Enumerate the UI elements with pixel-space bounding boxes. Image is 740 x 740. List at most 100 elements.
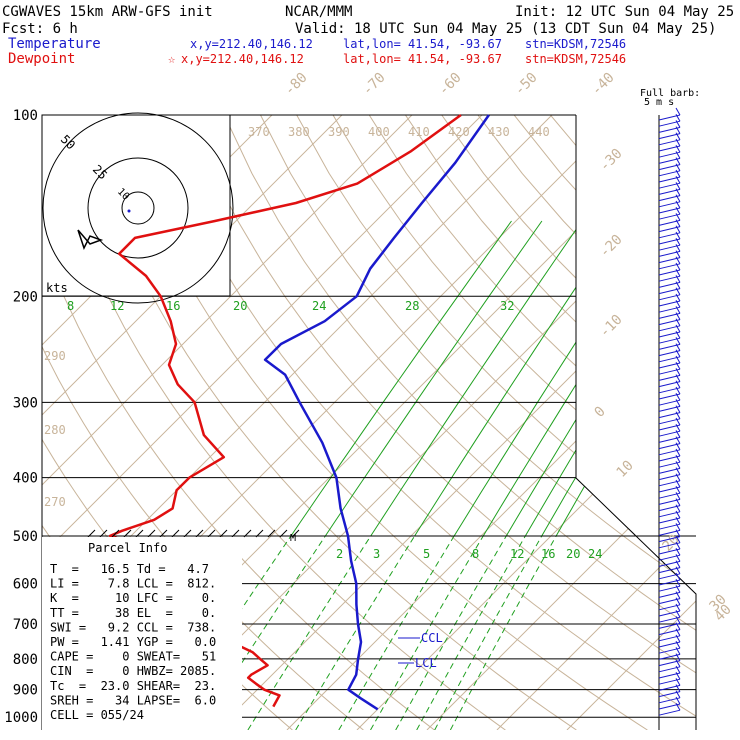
mixing-ratio-line bbox=[434, 535, 543, 730]
mixing-bottom-label: 3 bbox=[373, 547, 380, 561]
hatch-tick bbox=[111, 529, 120, 538]
isobar-label-800: 800 bbox=[13, 652, 38, 668]
wind-barb bbox=[658, 436, 681, 450]
wind-barb bbox=[658, 262, 681, 276]
isobar-label-400: 400 bbox=[13, 471, 38, 487]
dry-adiabat-line bbox=[115, 115, 648, 730]
barb-flag bbox=[675, 293, 681, 302]
mixing-bottom-label: 16 bbox=[541, 547, 555, 561]
mixing-bottom-label: 20 bbox=[566, 547, 580, 561]
wind-barb bbox=[658, 361, 681, 375]
freezing-level-hatch bbox=[87, 529, 300, 538]
barb-flag bbox=[675, 659, 681, 668]
barb-flag bbox=[675, 175, 681, 184]
barb-flag bbox=[675, 200, 681, 209]
isobar-label-700: 700 bbox=[13, 617, 38, 633]
hatch-tick bbox=[231, 529, 240, 538]
wind-barb bbox=[658, 330, 681, 344]
wind-barb bbox=[658, 690, 681, 704]
isotherm-label: 0 bbox=[592, 404, 609, 421]
isotherm-line bbox=[42, 115, 483, 730]
hatch-tick bbox=[195, 529, 204, 538]
barb-flag bbox=[675, 213, 681, 221]
isobar-label-500: 500 bbox=[13, 529, 38, 545]
wind-barb bbox=[658, 293, 681, 307]
isotherm-line bbox=[42, 115, 413, 730]
barb-flag bbox=[675, 256, 681, 265]
hatch-tick bbox=[207, 529, 216, 538]
hodo-trace bbox=[77, 229, 104, 250]
valid-time: Valid: 18 UTC Sun 04 May 25 (13 CDT Sun … bbox=[295, 21, 716, 37]
wind-barb bbox=[658, 120, 681, 133]
barb-flag bbox=[675, 504, 681, 513]
wind-barb bbox=[658, 132, 681, 146]
barb-flag bbox=[675, 702, 681, 711]
barb-flag bbox=[675, 299, 681, 308]
mixing-ratio-line bbox=[416, 535, 526, 730]
wind-barb bbox=[658, 417, 681, 431]
wind-barb bbox=[658, 231, 681, 245]
barb-flag bbox=[675, 126, 681, 134]
hatch-tick bbox=[123, 529, 132, 538]
barb-flag bbox=[675, 585, 681, 593]
isotherm-line bbox=[566, 115, 696, 730]
barb-flag bbox=[675, 206, 681, 215]
dry-adiabat-line bbox=[42, 115, 435, 730]
parcel-row: T = 16.5 Td = 4.7 bbox=[50, 562, 209, 576]
barb-flag bbox=[675, 368, 681, 376]
mixing-ratio-line bbox=[247, 535, 372, 730]
barb-flag bbox=[675, 647, 681, 655]
barb-flag bbox=[675, 417, 681, 426]
barb-flag bbox=[675, 392, 681, 401]
dewpoint-profile bbox=[108, 113, 462, 708]
wind-barb bbox=[658, 182, 681, 195]
barb-flag bbox=[675, 330, 681, 339]
wind-barb bbox=[658, 281, 681, 295]
parcel-row: PW = 1.41 YGP = 0.0 bbox=[50, 635, 216, 649]
isotherm-line bbox=[426, 115, 696, 730]
mixing-ratio-line bbox=[541, 220, 696, 537]
barb-flag bbox=[675, 306, 681, 314]
mixing-ratio-line bbox=[414, 220, 621, 537]
wind-barb bbox=[658, 157, 681, 171]
barb-flag bbox=[675, 355, 681, 364]
wind-barb bbox=[658, 504, 681, 518]
parcel-row: Tc = 23.0 SHEAR= 23. bbox=[50, 679, 216, 693]
wind-barb bbox=[658, 485, 681, 499]
wind-barb bbox=[658, 113, 681, 127]
wind-barb bbox=[658, 454, 681, 468]
init-time: Init: 12 UTC Sun 04 May 25 bbox=[515, 4, 734, 20]
wind-barb bbox=[658, 188, 681, 202]
dry-adiabat-line bbox=[0, 115, 9, 730]
dry-adiabat-line bbox=[332, 115, 696, 730]
barb-flag bbox=[675, 516, 681, 525]
isotherm-label: 10 bbox=[614, 458, 637, 481]
legend-dewpoint-stn: stn=KDSM,72546 bbox=[525, 52, 626, 66]
barb-flag bbox=[675, 554, 681, 562]
hatch-tick bbox=[135, 529, 144, 538]
wind-barb bbox=[658, 355, 681, 369]
isobar-label-300: 300 bbox=[13, 395, 38, 411]
barb-flag bbox=[675, 566, 681, 575]
wind-barb bbox=[658, 374, 681, 388]
wind-barb bbox=[658, 479, 681, 493]
wind-barb bbox=[658, 423, 681, 437]
barb-flag bbox=[675, 541, 681, 550]
isobar-label-100: 100 bbox=[13, 108, 38, 124]
mixing-bottom-label: 5 bbox=[423, 547, 430, 561]
wind-barb bbox=[658, 702, 681, 716]
mixing-ratio-line bbox=[453, 220, 656, 537]
dry-adiabat-line bbox=[223, 115, 696, 730]
barb-flag bbox=[675, 461, 681, 469]
wind-barb bbox=[658, 665, 681, 679]
barb-flag bbox=[675, 454, 681, 463]
dry-adiabat-line bbox=[187, 115, 696, 730]
ccl-label: CCL bbox=[421, 631, 443, 645]
wind-barb bbox=[658, 206, 681, 220]
barb-flag bbox=[675, 411, 681, 420]
dry-adiabat-line bbox=[441, 115, 696, 730]
barb-flag bbox=[675, 219, 681, 227]
mixing-ratio-line bbox=[370, 220, 583, 537]
wind-barb bbox=[658, 467, 681, 481]
m-mark: M bbox=[290, 533, 296, 544]
